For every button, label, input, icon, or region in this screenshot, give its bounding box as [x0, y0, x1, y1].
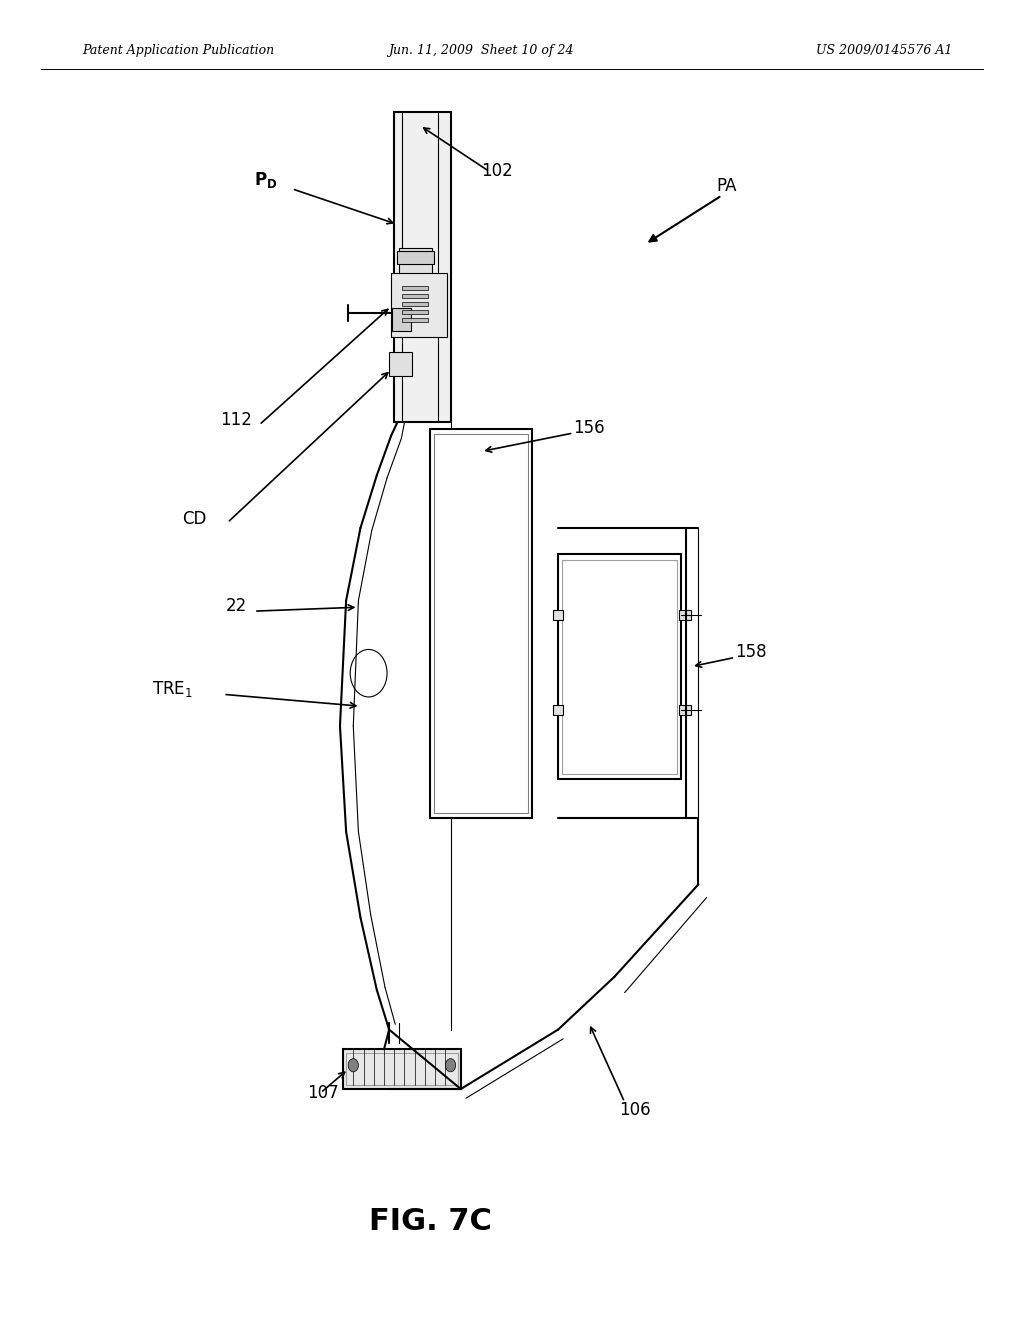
Text: PA: PA: [717, 177, 737, 195]
Bar: [397, 251, 434, 264]
Text: 22: 22: [225, 597, 247, 615]
Text: 156: 156: [573, 418, 605, 437]
Text: Patent Application Publication: Patent Application Publication: [82, 44, 274, 57]
Text: 102: 102: [481, 161, 513, 180]
Bar: [392, 308, 411, 331]
Text: CD: CD: [182, 510, 207, 528]
Bar: [343, 1049, 461, 1089]
Bar: [402, 286, 428, 290]
Bar: [434, 434, 528, 813]
Bar: [558, 554, 681, 779]
Bar: [402, 318, 428, 322]
Bar: [430, 429, 532, 818]
Bar: [346, 1053, 458, 1085]
Bar: [402, 310, 428, 314]
Bar: [553, 610, 563, 620]
Bar: [562, 560, 677, 774]
Bar: [553, 705, 563, 715]
Text: 112: 112: [220, 411, 252, 429]
Text: 158: 158: [735, 643, 767, 661]
Text: 107: 107: [307, 1084, 339, 1102]
Text: TRE$_1$: TRE$_1$: [152, 680, 193, 700]
Bar: [399, 248, 432, 277]
Bar: [402, 302, 428, 306]
Bar: [679, 705, 691, 715]
Circle shape: [445, 1059, 456, 1072]
Circle shape: [348, 1059, 358, 1072]
Bar: [389, 352, 412, 376]
Bar: [679, 610, 691, 620]
Bar: [391, 273, 447, 337]
Text: 106: 106: [620, 1101, 651, 1119]
Text: FIG. 7C: FIG. 7C: [369, 1206, 492, 1236]
Text: Jun. 11, 2009  Sheet 10 of 24: Jun. 11, 2009 Sheet 10 of 24: [388, 44, 574, 57]
Text: $\mathbf{P_D}$: $\mathbf{P_D}$: [254, 170, 278, 190]
Bar: [402, 294, 428, 298]
Text: US 2009/0145576 A1: US 2009/0145576 A1: [816, 44, 952, 57]
Bar: [394, 112, 451, 422]
